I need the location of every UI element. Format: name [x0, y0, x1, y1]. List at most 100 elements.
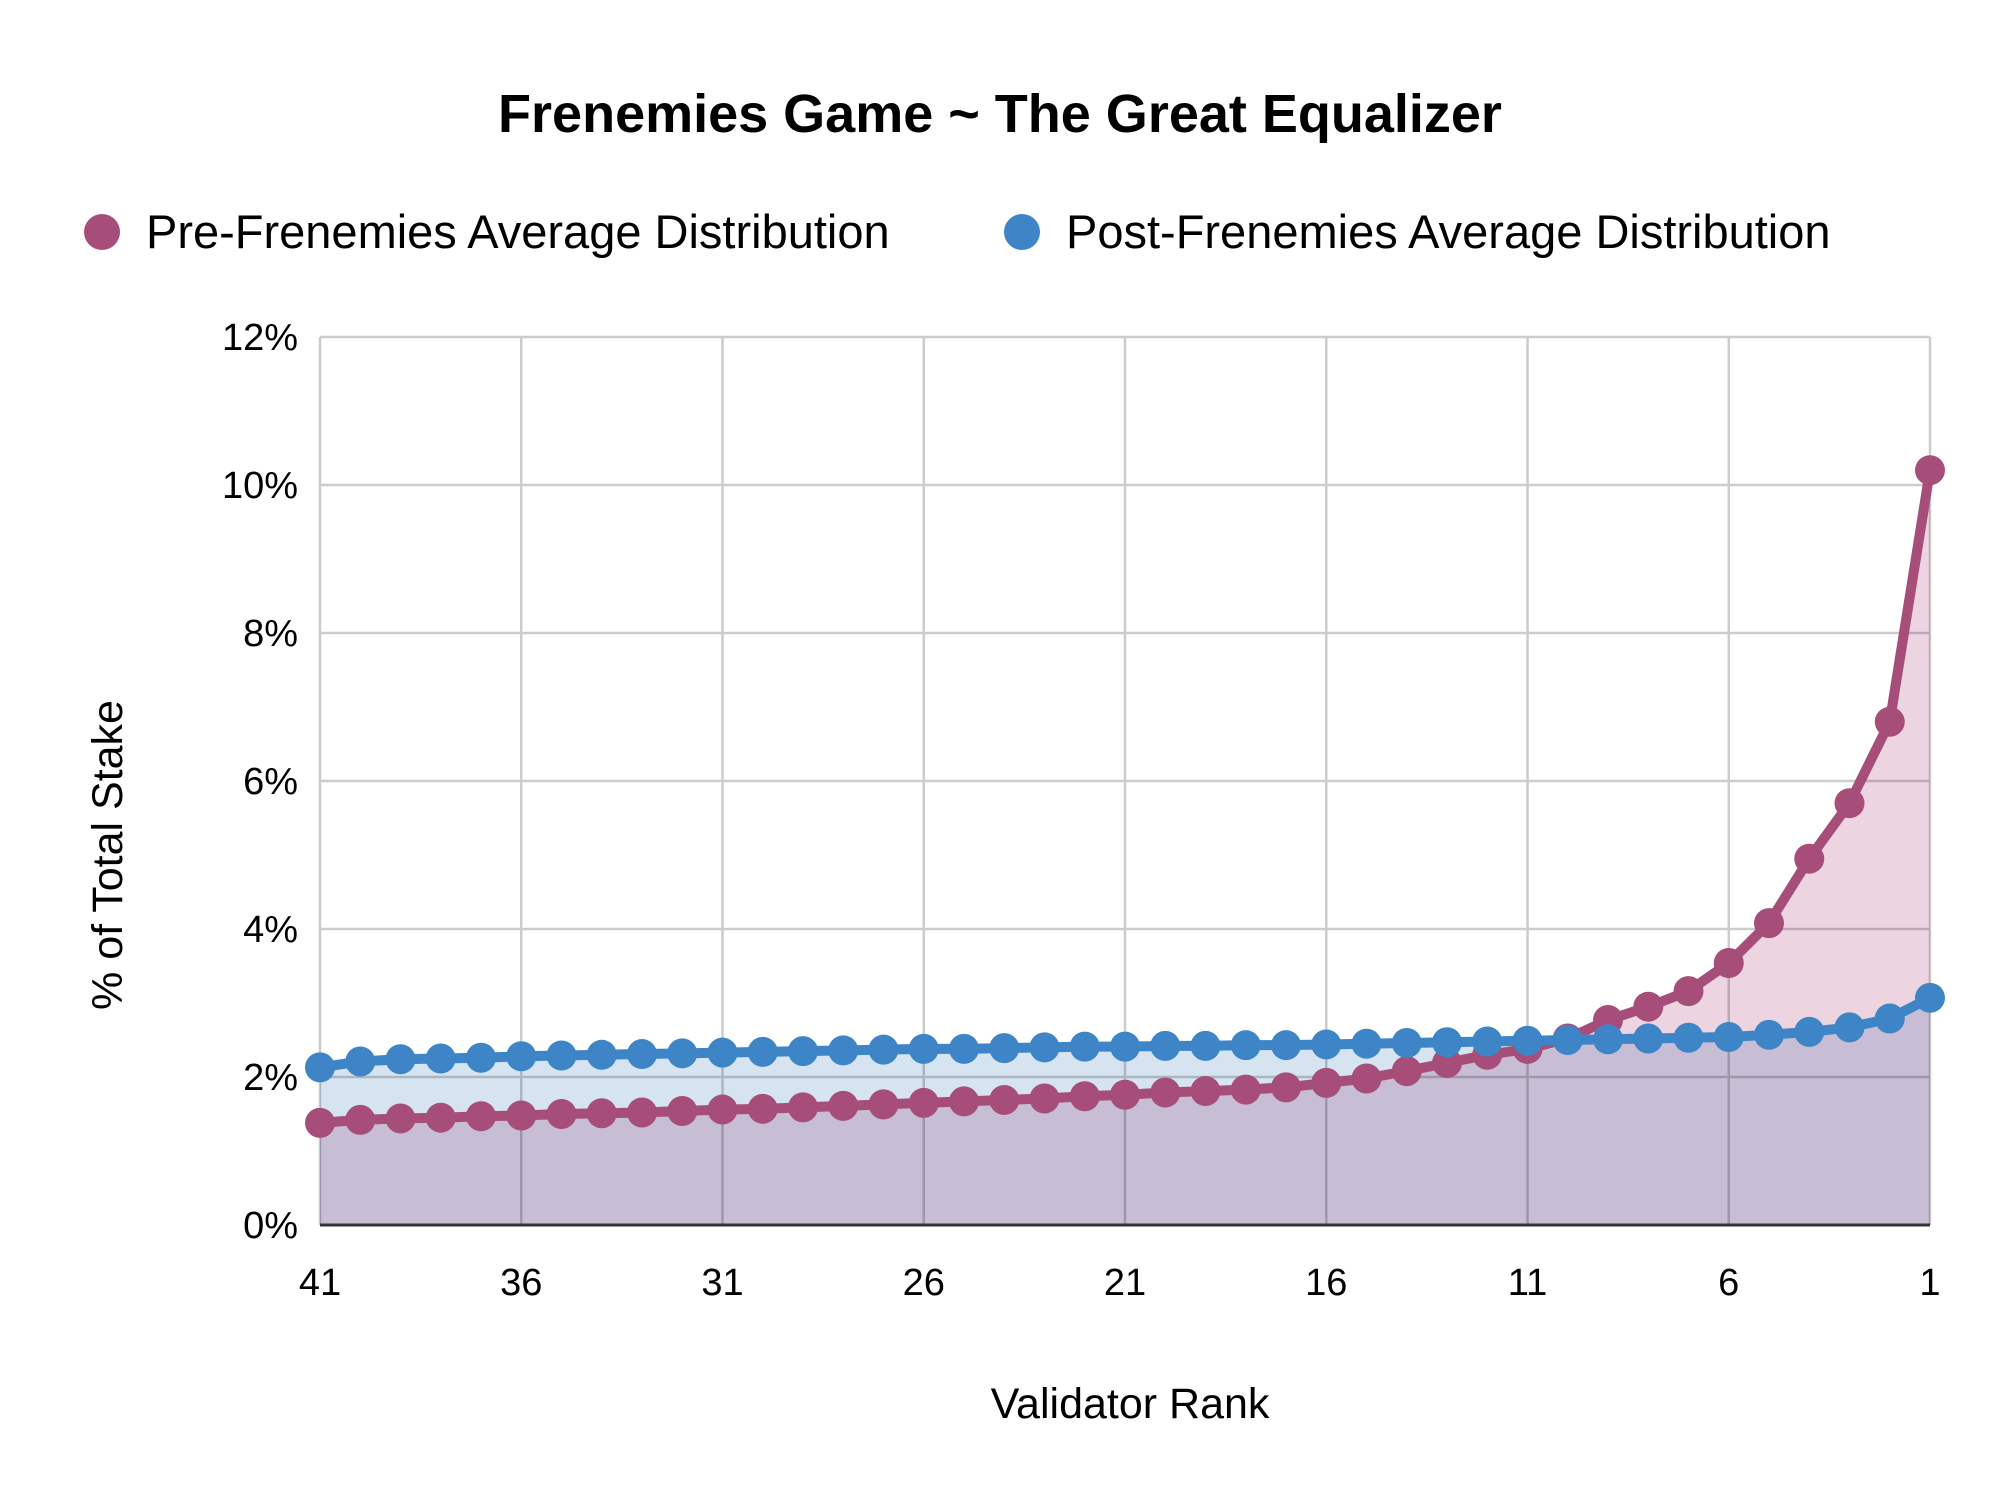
legend-label-post: Post-Frenemies Average Distribution [1066, 205, 1831, 258]
series-1-point [1351, 1028, 1382, 1059]
y-tick-label: 0% [243, 1205, 298, 1247]
series-0-point [1834, 788, 1865, 819]
x-tick-label: 41 [299, 1262, 341, 1304]
series-0-point [1351, 1063, 1382, 1094]
series-0-point [345, 1104, 376, 1135]
series-1-point [1713, 1022, 1744, 1053]
series-1-point [1834, 1012, 1865, 1043]
legend-label-pre: Pre-Frenemies Average Distribution [146, 205, 890, 258]
series-0-point [908, 1087, 939, 1118]
series-0-point [1150, 1077, 1181, 1108]
series-1-point [1874, 1003, 1905, 1034]
series-1-point [667, 1038, 698, 1069]
series-1-point [1230, 1030, 1261, 1061]
series-0-point [1673, 976, 1704, 1007]
series-1-point [747, 1036, 778, 1067]
y-tick-label: 2% [243, 1057, 298, 1099]
series-1-point [546, 1040, 577, 1071]
series-0-point [1069, 1081, 1100, 1112]
series-1-point [1673, 1022, 1704, 1053]
x-axis-title: Validator Rank [991, 1380, 1270, 1428]
legend-marker-post [1004, 214, 1040, 250]
series-1-point [989, 1033, 1020, 1064]
x-tick-label: 36 [500, 1262, 542, 1304]
series-0-point [1271, 1072, 1301, 1103]
series-0-point [385, 1103, 416, 1134]
series-0-point [1794, 843, 1825, 874]
series-0-point [1754, 908, 1784, 939]
series-0-point [1311, 1067, 1342, 1098]
series-0-point [788, 1092, 818, 1123]
series-0-point [466, 1101, 496, 1132]
axes: 0% 2% 4% 6% 8% 10% 12% 41 36 31 26 21 16 11 6 1 [222, 317, 1941, 1304]
x-tick-label: 26 [903, 1262, 945, 1304]
x-tick-label: 31 [701, 1262, 743, 1304]
series-1-point [908, 1033, 939, 1064]
chart-title: Frenemies Game ~ The Great Equalizer [498, 84, 1502, 144]
series-1-point [385, 1044, 416, 1075]
series-1-point [1311, 1029, 1342, 1060]
series-0-point [1915, 455, 1945, 486]
series-0-point [1230, 1074, 1261, 1105]
y-tick-label: 8% [243, 613, 298, 655]
series-0-point [586, 1098, 617, 1129]
series-0-point [747, 1093, 778, 1124]
series-0-point [627, 1097, 657, 1128]
series-1-point [1029, 1032, 1060, 1063]
series-0-point [949, 1086, 979, 1117]
series-0-point [1391, 1056, 1422, 1087]
series-1-point [506, 1041, 537, 1072]
series-0-point [1029, 1083, 1060, 1114]
x-tick-label: 21 [1104, 1262, 1146, 1304]
series-1-point [868, 1034, 899, 1065]
series-1-point [1472, 1026, 1503, 1057]
series-0-point [1874, 706, 1905, 737]
series-1-point [1794, 1016, 1825, 1047]
series [305, 455, 1945, 1138]
series-1-point [1271, 1030, 1301, 1061]
y-axis-title: % of Total Stake [84, 700, 132, 1010]
series-0-point [1190, 1076, 1221, 1107]
series-1-point [1110, 1031, 1140, 1062]
series-0-point [546, 1099, 577, 1129]
y-tick-label: 10% [222, 465, 298, 507]
series-1-point [1552, 1025, 1583, 1055]
series-1-point [466, 1042, 496, 1073]
series-1-point [949, 1033, 979, 1064]
series-1-point [1754, 1019, 1784, 1050]
series-1-point [1432, 1027, 1462, 1058]
series-0-point [667, 1096, 698, 1127]
series-0-point [506, 1100, 537, 1131]
series-0-point [305, 1107, 335, 1138]
legend: Pre-Frenemies Average Distribution Post-… [84, 205, 1831, 258]
series-1-point [627, 1039, 657, 1070]
series-0-point [425, 1102, 456, 1133]
series-1-point [828, 1035, 859, 1066]
series-1-point [425, 1043, 456, 1074]
series-1-point [1150, 1030, 1181, 1061]
series-1-point [1512, 1025, 1543, 1056]
series-0-point [1633, 991, 1664, 1022]
y-tick-label: 6% [243, 761, 298, 803]
x-tick-label: 1 [1919, 1262, 1940, 1304]
series-1-point [1593, 1024, 1623, 1055]
series-1-point [1069, 1031, 1100, 1062]
series-0-point [1713, 948, 1744, 979]
series-1-point [1915, 982, 1945, 1013]
y-tick-label: 12% [222, 317, 298, 359]
series-0-point [1432, 1047, 1462, 1078]
series-1-point [1190, 1030, 1221, 1061]
series-0-point [868, 1089, 899, 1120]
legend-marker-pre [84, 214, 120, 250]
series-0-point [707, 1094, 738, 1125]
x-tick-label: 16 [1305, 1262, 1347, 1304]
series-1-point [305, 1052, 335, 1083]
series-0-point [989, 1084, 1020, 1115]
series-1-point [788, 1036, 818, 1067]
series-1-point [586, 1039, 617, 1070]
series-0-point [1110, 1079, 1140, 1110]
series-0-point [828, 1090, 859, 1121]
x-tick-label: 11 [1508, 1262, 1547, 1304]
x-tick-label: 6 [1718, 1262, 1739, 1304]
series-1-point [1391, 1027, 1422, 1058]
